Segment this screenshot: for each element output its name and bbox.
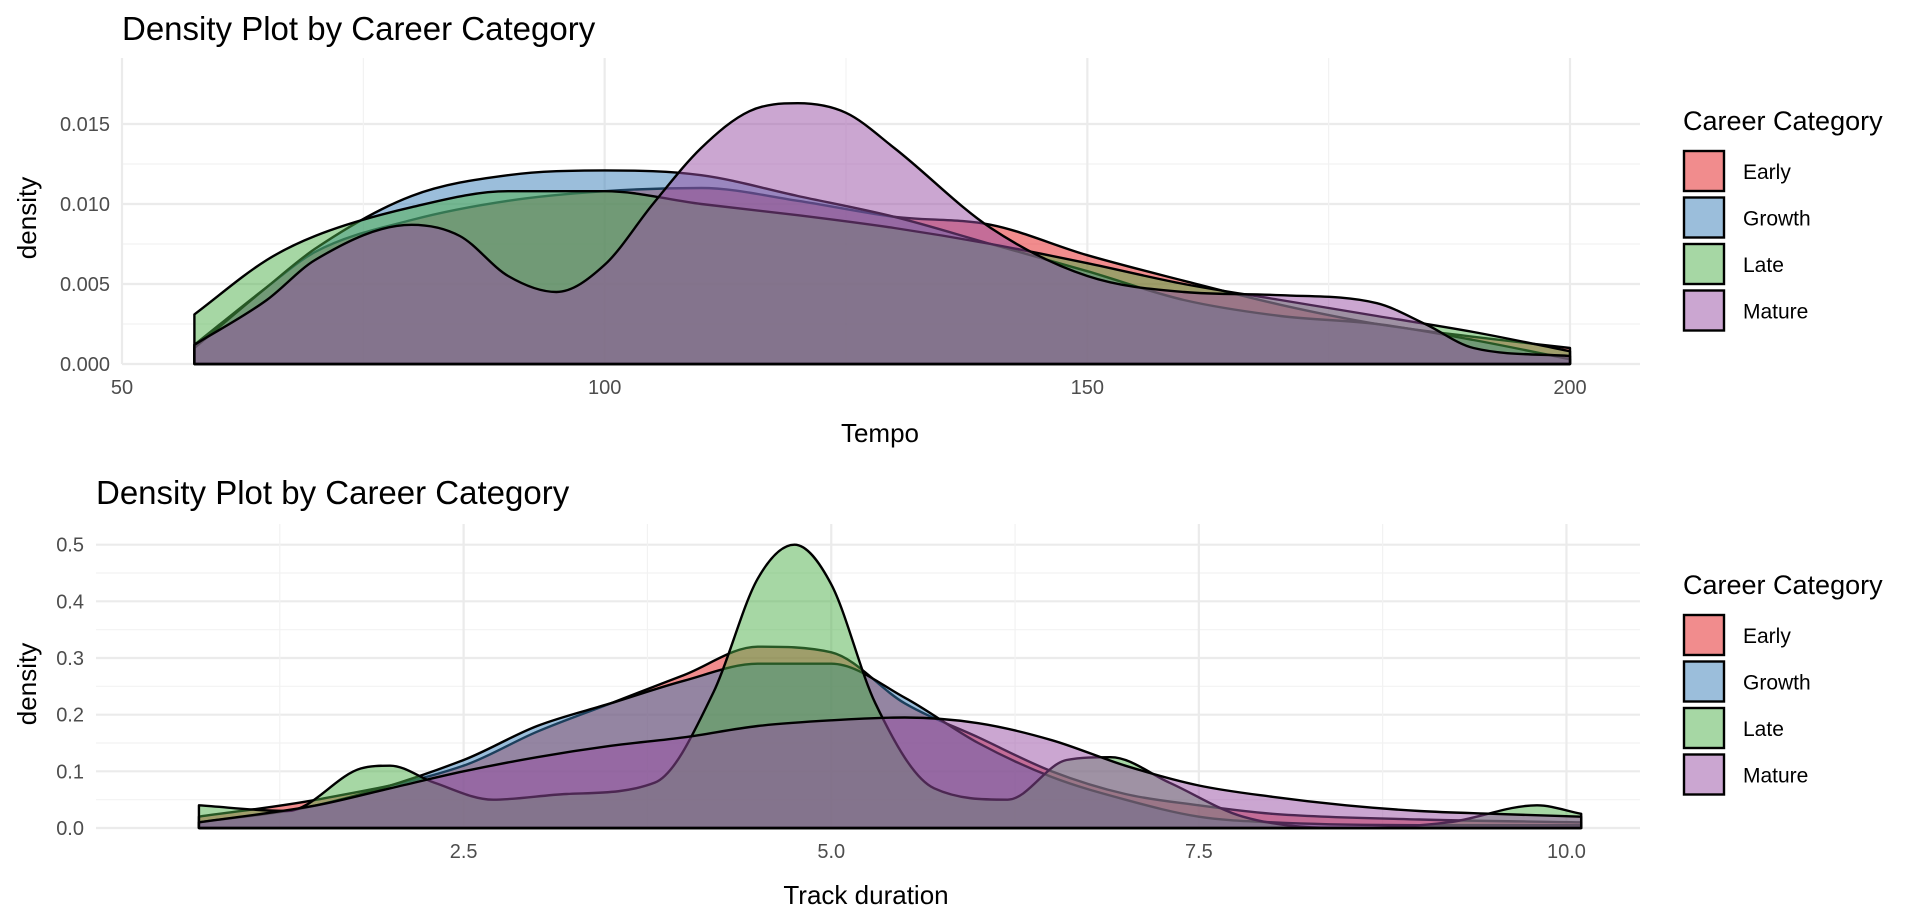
x-tick-labels: 2.5 5.0 7.5 10.0 [450, 841, 1586, 863]
x-tick-label: 2.5 [450, 841, 478, 863]
legend-key-mature [1682, 289, 1726, 332]
legend-title: Career Category [1683, 570, 1883, 600]
chart-tempo: Density Plot by Career Category 0.0000.0… [12, 10, 1883, 448]
legend-label-mature: Mature [1743, 765, 1808, 788]
legend-key-late [1682, 706, 1726, 750]
legend-key-mature [1682, 753, 1726, 796]
x-axis-title: Track duration [783, 880, 948, 910]
y-tick-label: 0.000 [60, 354, 110, 376]
legend-title: Career Category [1683, 106, 1883, 136]
chart-title: Density Plot by Career Category [96, 474, 570, 511]
y-tick-label: 0.010 [60, 194, 110, 216]
legend-key-early [1682, 149, 1726, 193]
legend-key-growth [1682, 660, 1726, 703]
legend: Career Category Early Growth Late Mature [1682, 570, 1883, 796]
y-axis-title: density [12, 643, 42, 725]
density-areas [193, 102, 1572, 366]
x-tick-label: 150 [1071, 377, 1104, 399]
legend-label-late: Late [1743, 718, 1784, 741]
legend-label-early: Early [1743, 161, 1791, 184]
y-tick-labels: 0.000 0.005 0.010 0.015 [60, 114, 110, 376]
density-area-mature [197, 716, 1583, 830]
legend-label-mature: Mature [1743, 301, 1808, 324]
x-tick-label: 10.0 [1547, 841, 1586, 863]
density-area-mature [193, 102, 1572, 366]
x-tick-label: 50 [111, 377, 133, 399]
y-tick-label: 0.2 [56, 705, 84, 727]
y-tick-label: 0.0 [56, 818, 84, 840]
x-tick-label: 7.5 [1185, 841, 1213, 863]
y-tick-label: 0.005 [60, 274, 110, 296]
legend-key-late [1682, 242, 1726, 286]
density-areas [197, 543, 1583, 830]
chart-track-duration: Density Plot by Career Category 0.00.10.… [12, 474, 1883, 910]
x-axis-title: Tempo [841, 418, 919, 448]
legend-label-early: Early [1743, 625, 1791, 648]
legend-label-growth: Growth [1743, 672, 1811, 695]
x-tick-label: 5.0 [817, 841, 845, 863]
legend-label-late: Late [1743, 254, 1784, 277]
x-tick-labels: 50 100 150 200 [111, 377, 1587, 399]
legend: Career Category Early Growth Late Mature [1682, 106, 1883, 332]
y-tick-label: 0.1 [56, 761, 84, 783]
chart-title: Density Plot by Career Category [122, 10, 596, 47]
y-tick-label: 0.5 [56, 535, 84, 557]
y-tick-label: 0.015 [60, 114, 110, 136]
y-tick-labels: 0.0 0.1 0.2 0.3 0.4 0.5 [56, 535, 84, 840]
y-tick-label: 0.4 [56, 591, 84, 613]
legend-label-growth: Growth [1743, 208, 1811, 231]
x-tick-label: 100 [588, 377, 621, 399]
legend-key-early [1682, 613, 1726, 657]
legend-key-growth [1682, 196, 1726, 239]
y-axis-title: density [12, 177, 42, 259]
y-tick-label: 0.3 [56, 648, 84, 670]
x-tick-label: 200 [1553, 377, 1586, 399]
